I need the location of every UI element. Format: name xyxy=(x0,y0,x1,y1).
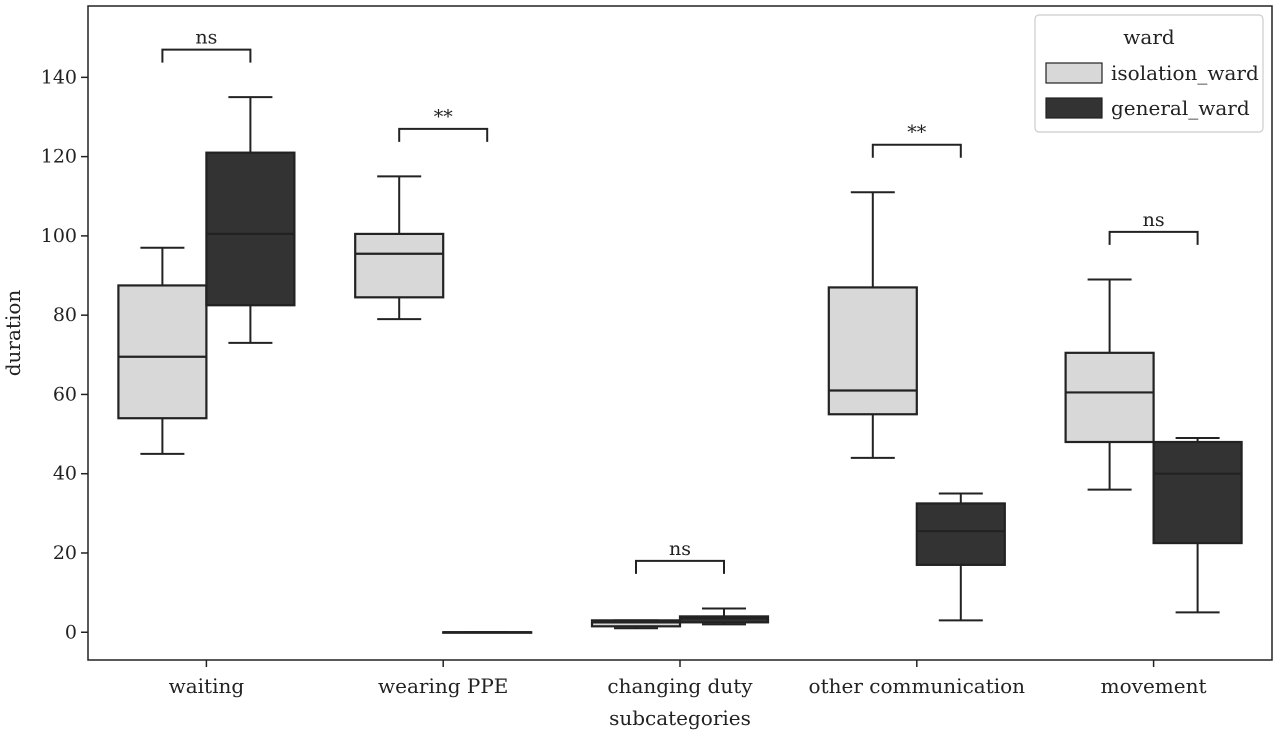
y-tick-label: 40 xyxy=(53,463,77,485)
y-tick-label: 0 xyxy=(65,621,77,643)
significance-bracket-changing-duty xyxy=(635,559,725,574)
box-isolation-ward-changing-duty xyxy=(590,619,682,630)
legend-swatch-general-ward xyxy=(1045,97,1103,119)
legend-swatch-isolation-ward xyxy=(1045,62,1103,84)
legend-label-general-ward: general_ward xyxy=(1111,96,1250,120)
box-general-ward-other-communication-iqr xyxy=(915,502,1006,566)
box-isolation-ward-wearing-ppe xyxy=(354,175,445,321)
box-general-ward-other-communication xyxy=(915,492,1006,622)
box-general-ward-movement-iqr xyxy=(1152,440,1243,545)
legend-title: ward xyxy=(1123,25,1175,49)
legend: ward isolation_ward general_ward xyxy=(1034,14,1264,133)
x-axis: waiting wearing PPE changing duty other com… xyxy=(169,660,1207,698)
y-tick-label: 60 xyxy=(53,383,77,405)
box-isolation-ward-movement-iqr xyxy=(1064,351,1155,444)
x-axis-label: subcategories xyxy=(609,706,751,730)
box-isolation-ward-waiting-iqr xyxy=(117,284,208,420)
x-tick-label-waiting: waiting xyxy=(169,674,245,698)
y-tick-label: 140 xyxy=(41,66,77,88)
box-general-ward-wearing-ppe xyxy=(442,631,533,634)
box-general-ward-changing-duty xyxy=(678,607,770,626)
box-series xyxy=(117,96,1243,634)
y-tick-label: 20 xyxy=(53,542,77,564)
y-tick-label: 100 xyxy=(41,225,77,247)
significance-label-changing-duty: ns xyxy=(669,538,691,560)
box-general-ward-waiting-iqr xyxy=(205,151,296,307)
significance-bracket-movement xyxy=(1108,230,1199,245)
box-isolation-ward-other-communication xyxy=(827,191,918,459)
significance-bracket-other-communication xyxy=(871,143,962,158)
legend-label-isolation-ward: isolation_ward xyxy=(1111,61,1259,85)
significance-annotations: ns ** ns ** ns xyxy=(161,27,1199,574)
box-general-ward-waiting xyxy=(205,96,296,344)
significance-bracket-waiting xyxy=(161,48,252,63)
x-tick-label-movement: movement xyxy=(1101,674,1207,698)
x-tick-label-changing-duty: changing duty xyxy=(607,674,753,698)
y-tick-label: 120 xyxy=(41,146,77,168)
significance-label-waiting: ns xyxy=(195,27,217,49)
significance-label-other-communication: ** xyxy=(907,122,927,144)
y-tick-label: 80 xyxy=(53,304,77,326)
x-tick-label-wearing-ppe: wearing PPE xyxy=(378,674,508,698)
box-general-ward-movement xyxy=(1152,437,1243,614)
box-isolation-ward-other-communication-iqr xyxy=(827,286,918,416)
y-axis-label: duration xyxy=(1,290,25,377)
y-axis: 0 20 40 60 80 100 120 140 xyxy=(41,66,88,643)
x-tick-label-other-communication: other communication xyxy=(809,674,1026,698)
box-isolation-ward-waiting xyxy=(117,246,208,455)
box-isolation-ward-wearing-ppe-iqr xyxy=(354,232,445,299)
significance-bracket-wearing-ppe xyxy=(398,127,489,142)
significance-label-wearing-ppe: ** xyxy=(434,106,454,128)
significance-label-movement: ns xyxy=(1143,209,1165,231)
box-isolation-ward-movement xyxy=(1064,278,1155,491)
